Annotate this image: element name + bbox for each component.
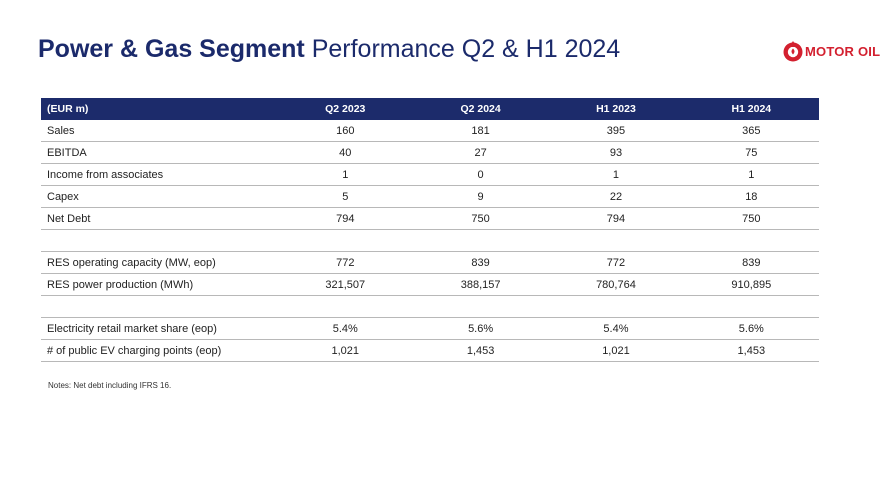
drop-logo-icon xyxy=(783,41,803,62)
table-cell: 93 xyxy=(548,141,684,164)
row-label: # of public EV charging points (eop) xyxy=(41,339,278,362)
table-row: Income from associates 1 0 1 1 xyxy=(41,163,819,186)
table-cell: 22 xyxy=(548,185,684,208)
table-cell: 1,021 xyxy=(277,339,413,362)
table-cell: 5.4% xyxy=(277,317,413,340)
table-cell: 5.4% xyxy=(548,317,684,340)
table-cell: 0 xyxy=(412,163,549,186)
table-cell: 388,157 xyxy=(412,273,549,296)
row-label: EBITDA xyxy=(41,141,278,164)
table-cell: 1,453 xyxy=(412,339,549,362)
table-cell: 750 xyxy=(683,207,819,230)
performance-table: (EUR m) Q2 2023 Q2 2024 H1 2023 H1 2024 … xyxy=(41,98,819,362)
table-cell: 395 xyxy=(548,120,684,142)
table-cell: 5 xyxy=(277,185,413,208)
table-cell: 160 xyxy=(277,120,413,142)
spacer-row xyxy=(41,295,819,318)
table-cell: 1 xyxy=(277,163,413,186)
table-cell: 5.6% xyxy=(412,317,549,340)
table-cell: 365 xyxy=(683,120,819,142)
table-cell: 794 xyxy=(277,207,413,230)
table-cell: 910,895 xyxy=(683,273,819,296)
page-title-bold: Power & Gas Segment xyxy=(38,35,305,63)
row-label: RES operating capacity (MW, eop) xyxy=(41,251,278,274)
row-label: RES power production (MWh) xyxy=(41,273,278,296)
table-row: Electricity retail market share (eop) 5.… xyxy=(41,317,819,340)
table-cell: 839 xyxy=(412,251,549,274)
logo-text: MOTOR OIL xyxy=(805,43,881,59)
column-header-q2-2024: Q2 2024 xyxy=(412,98,549,120)
table-cell: 9 xyxy=(412,185,549,208)
table-cell: 772 xyxy=(548,251,684,274)
table-cell: 1,453 xyxy=(683,339,819,362)
table-row: RES power production (MWh) 321,507 388,1… xyxy=(41,273,819,296)
table-cell: 27 xyxy=(412,141,549,164)
motor-oil-logo: MOTOR OIL xyxy=(782,40,880,62)
table-cell: 75 xyxy=(683,141,819,164)
table-cell: 1 xyxy=(548,163,684,186)
table-cell: 772 xyxy=(277,251,413,274)
table-cell: 1 xyxy=(683,163,819,186)
table-row: RES operating capacity (MW, eop) 772 839… xyxy=(41,251,819,274)
column-header-h1-2024: H1 2024 xyxy=(683,98,819,120)
table-cell: 18 xyxy=(683,185,819,208)
table-cell: 5.6% xyxy=(683,317,819,340)
footnote: Notes: Net debt including IFRS 16. xyxy=(48,381,172,390)
row-label: Net Debt xyxy=(41,207,278,230)
table-row: Net Debt 794 750 794 750 xyxy=(41,207,819,230)
table-row: Capex 5 9 22 18 xyxy=(41,185,819,208)
table-row: # of public EV charging points (eop) 1,0… xyxy=(41,339,819,362)
table-cell: 839 xyxy=(683,251,819,274)
column-header-unit: (EUR m) xyxy=(41,98,278,120)
table-cell: 40 xyxy=(277,141,413,164)
table-cell: 794 xyxy=(548,207,684,230)
column-header-q2-2023: Q2 2023 xyxy=(277,98,413,120)
column-header-h1-2023: H1 2023 xyxy=(548,98,684,120)
row-label: Income from associates xyxy=(41,163,278,186)
page-title: Power & Gas Segment Performance Q2 & H1 … xyxy=(38,34,620,64)
row-label: Capex xyxy=(41,185,278,208)
table-cell: 321,507 xyxy=(277,273,413,296)
table-row: Sales 160 181 395 365 xyxy=(41,120,819,142)
table-cell: 750 xyxy=(412,207,549,230)
table-cell: 181 xyxy=(412,120,549,142)
row-label: Electricity retail market share (eop) xyxy=(41,317,278,340)
table-cell: 1,021 xyxy=(548,339,684,362)
table-header-row: (EUR m) Q2 2023 Q2 2024 H1 2023 H1 2024 xyxy=(41,98,819,120)
page-title-regular: Performance Q2 & H1 2024 xyxy=(311,35,621,63)
table-cell: 780,764 xyxy=(548,273,684,296)
table-row: EBITDA 40 27 93 75 xyxy=(41,141,819,164)
spacer-row xyxy=(41,229,819,252)
row-label: Sales xyxy=(41,120,278,142)
